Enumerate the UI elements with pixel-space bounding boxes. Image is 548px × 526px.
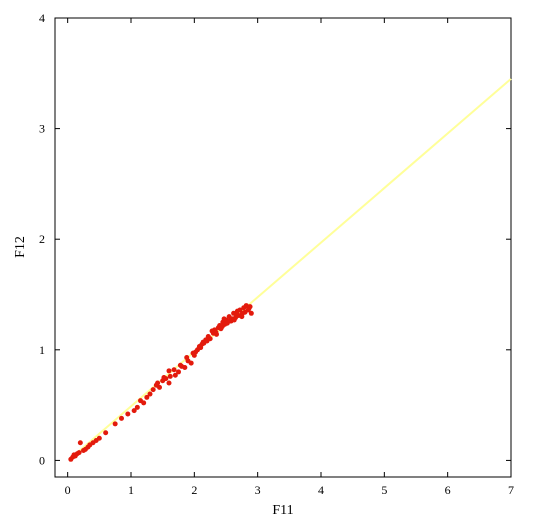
- data-point: [190, 350, 196, 356]
- data-point: [119, 415, 124, 421]
- data-point: [141, 400, 147, 406]
- data-point: [207, 336, 213, 342]
- data-point: [221, 316, 227, 322]
- x-tick-label: 4: [318, 483, 324, 497]
- x-tick-label: 2: [191, 483, 197, 497]
- data-point: [184, 355, 190, 361]
- data-point: [76, 450, 82, 456]
- data-point: [77, 440, 83, 446]
- x-tick-label: 7: [508, 483, 514, 497]
- data-point: [188, 360, 194, 366]
- x-tick-label: 5: [381, 483, 387, 497]
- fit-line-layer: [70, 78, 512, 459]
- data-point: [176, 369, 181, 375]
- data-point: [144, 394, 150, 400]
- data-point: [213, 329, 219, 335]
- data-point: [166, 380, 172, 386]
- data-point: [171, 367, 177, 373]
- x-axis-title: F11: [272, 503, 293, 518]
- data-point: [157, 384, 162, 390]
- data-point: [233, 311, 239, 317]
- data-point: [125, 411, 131, 417]
- plot-frame: [54, 17, 512, 478]
- data-point: [166, 368, 172, 374]
- data-point: [248, 310, 254, 316]
- data-point: [231, 317, 237, 323]
- data-point: [147, 391, 153, 397]
- data-point: [172, 372, 178, 378]
- y-tick-label: 4: [39, 11, 45, 25]
- y-axis-title: F12: [13, 236, 28, 258]
- data-point: [103, 430, 109, 436]
- data-point: [155, 380, 161, 386]
- data-point: [182, 365, 188, 371]
- y-tick-label: 0: [39, 453, 45, 467]
- data-point: [161, 374, 167, 380]
- data-point: [112, 421, 118, 427]
- y-tick-label: 2: [39, 232, 45, 246]
- data-point: [209, 328, 215, 334]
- data-point: [196, 343, 202, 349]
- data-point: [134, 404, 140, 410]
- data-point: [177, 362, 183, 368]
- y-tick-label: 1: [39, 343, 45, 357]
- data-point: [246, 306, 252, 312]
- axis-ticks-layer: 0 1 2 3 4 5 6 7 0 1 2 3 4: [39, 11, 514, 497]
- data-point: [219, 324, 225, 330]
- x-tick-label: 3: [255, 483, 261, 497]
- data-point: [150, 387, 156, 393]
- data-point: [200, 339, 206, 345]
- y-tick-label: 3: [39, 122, 45, 136]
- data-point: [131, 408, 137, 414]
- x-tick-label: 1: [128, 483, 134, 497]
- data-point: [239, 310, 245, 316]
- fit-line: [70, 78, 512, 459]
- data-points-layer: [68, 303, 254, 462]
- x-tick-label: 0: [65, 483, 71, 497]
- x-tick-label: 6: [445, 483, 451, 497]
- data-point: [227, 318, 233, 324]
- data-point: [167, 373, 173, 379]
- data-point: [96, 435, 102, 441]
